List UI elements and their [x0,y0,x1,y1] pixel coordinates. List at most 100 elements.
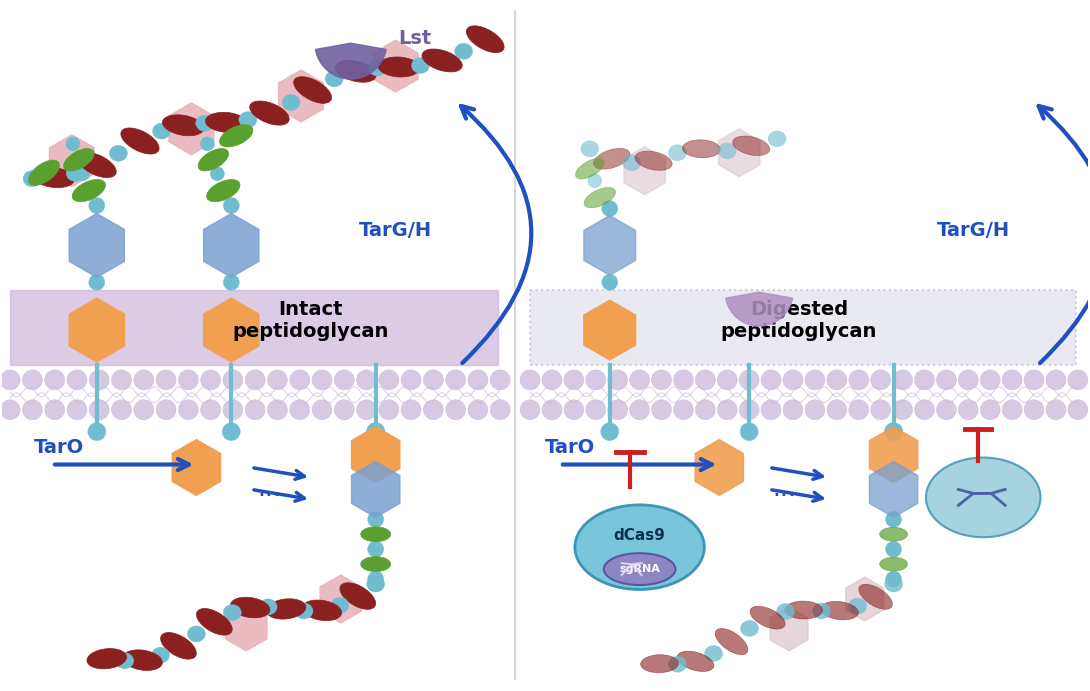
Ellipse shape [282,95,300,111]
Ellipse shape [201,370,220,390]
Polygon shape [870,426,918,482]
Ellipse shape [880,557,908,571]
Ellipse shape [162,115,204,136]
Polygon shape [172,439,220,495]
Ellipse shape [783,370,803,390]
Ellipse shape [821,601,859,620]
Ellipse shape [422,49,462,72]
Ellipse shape [0,400,20,419]
Ellipse shape [89,274,105,290]
Polygon shape [49,135,95,187]
Polygon shape [279,70,324,122]
Ellipse shape [682,140,720,158]
Ellipse shape [455,44,473,59]
Ellipse shape [893,400,912,419]
Ellipse shape [179,400,198,419]
Ellipse shape [467,26,505,53]
Ellipse shape [156,400,175,419]
Ellipse shape [641,655,678,673]
Ellipse shape [652,400,671,419]
Ellipse shape [1046,400,1066,419]
Ellipse shape [160,632,196,659]
Ellipse shape [76,167,89,180]
Ellipse shape [109,145,128,161]
Ellipse shape [674,400,693,419]
Ellipse shape [366,576,385,592]
Ellipse shape [704,645,723,661]
Ellipse shape [331,598,349,614]
Ellipse shape [827,400,847,419]
Ellipse shape [585,400,606,419]
Ellipse shape [1046,370,1066,390]
Ellipse shape [585,370,606,390]
Ellipse shape [761,370,782,390]
Ellipse shape [198,149,229,171]
Ellipse shape [926,457,1041,537]
Ellipse shape [89,198,105,214]
Ellipse shape [0,370,20,390]
Ellipse shape [66,370,87,390]
FancyArrowPatch shape [1039,106,1090,363]
Polygon shape [373,40,419,92]
Ellipse shape [121,128,159,154]
Ellipse shape [356,400,376,419]
Ellipse shape [366,423,385,441]
Ellipse shape [267,400,288,419]
Ellipse shape [223,605,241,621]
Ellipse shape [312,370,332,390]
Ellipse shape [630,400,650,419]
Ellipse shape [886,511,901,527]
Ellipse shape [66,400,87,419]
Ellipse shape [72,180,106,202]
Ellipse shape [980,370,1001,390]
Ellipse shape [958,400,978,419]
Ellipse shape [677,651,714,672]
Polygon shape [320,575,362,623]
Ellipse shape [230,597,270,618]
Ellipse shape [356,370,376,390]
Ellipse shape [33,167,74,188]
Ellipse shape [542,400,562,419]
Ellipse shape [732,136,770,155]
Ellipse shape [739,370,759,390]
Text: ...: ... [772,477,796,502]
Ellipse shape [340,583,376,609]
Ellipse shape [880,527,908,541]
Ellipse shape [622,155,641,171]
Ellipse shape [223,400,243,419]
Ellipse shape [718,143,736,159]
Polygon shape [204,214,258,277]
Text: Digested
peptidoglycan: Digested peptidoglycan [720,300,877,341]
Ellipse shape [885,423,903,441]
Text: TarO: TarO [545,438,595,457]
Polygon shape [846,577,884,621]
Ellipse shape [584,187,616,208]
Ellipse shape [123,650,162,670]
Polygon shape [204,299,258,362]
Ellipse shape [336,60,376,82]
Ellipse shape [28,160,60,185]
Ellipse shape [827,370,847,390]
Ellipse shape [594,149,630,169]
Ellipse shape [1025,400,1044,419]
Ellipse shape [849,598,867,614]
Text: TarO: TarO [34,438,84,457]
Ellipse shape [776,603,795,619]
Ellipse shape [574,505,704,589]
Polygon shape [584,300,635,360]
Polygon shape [623,146,665,195]
Ellipse shape [564,370,584,390]
Ellipse shape [885,423,903,441]
Ellipse shape [804,400,825,419]
Ellipse shape [871,400,891,419]
Ellipse shape [77,153,117,178]
Ellipse shape [490,370,510,390]
Ellipse shape [293,77,331,104]
Ellipse shape [222,423,240,441]
Ellipse shape [915,400,934,419]
Ellipse shape [630,370,650,390]
Ellipse shape [379,400,399,419]
Ellipse shape [66,165,84,181]
Ellipse shape [45,400,64,419]
Ellipse shape [813,603,831,619]
